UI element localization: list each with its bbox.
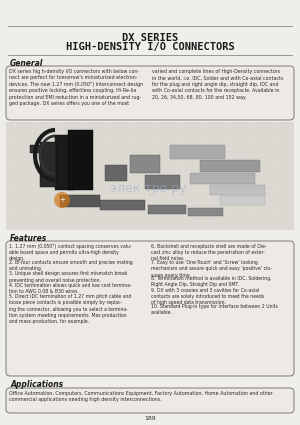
Text: HIGH-DENSITY I/O CONNECTORS: HIGH-DENSITY I/O CONNECTORS bbox=[66, 42, 234, 52]
Text: 5. Direct IDC termination of 1.27 mm pitch cable and
loose piece contacts is pos: 5. Direct IDC termination of 1.27 mm pit… bbox=[9, 294, 131, 324]
Text: Applications: Applications bbox=[10, 380, 63, 389]
Text: Features: Features bbox=[10, 234, 47, 243]
Text: General: General bbox=[10, 59, 43, 68]
Text: 3. Unique shell design assures first mismatch break
preventing and overall noise: 3. Unique shell design assures first mis… bbox=[9, 272, 128, 283]
Bar bbox=[188, 208, 223, 216]
Text: 7. Easy to use 'One-Touch' and 'Screw' looking
mechanism and assure quick and ea: 7. Easy to use 'One-Touch' and 'Screw' l… bbox=[151, 260, 272, 278]
Bar bbox=[30, 145, 42, 153]
Text: 189: 189 bbox=[144, 416, 156, 421]
Text: 1. 1.27 mm (0.050") contact spacing conserves valu-
able board space and permits: 1. 1.27 mm (0.050") contact spacing cons… bbox=[9, 244, 131, 261]
Bar bbox=[100, 200, 145, 210]
Text: 4. IDC termination allows quick and low cost termina-
tion to AWG 0.08 & B30 wir: 4. IDC termination allows quick and low … bbox=[9, 283, 132, 294]
Bar bbox=[170, 145, 225, 159]
Bar bbox=[130, 155, 160, 173]
FancyBboxPatch shape bbox=[6, 241, 294, 376]
Text: Office Automation, Computers, Communications Equipment, Factory Automation, Home: Office Automation, Computers, Communicat… bbox=[9, 391, 273, 402]
Bar bbox=[105, 165, 127, 181]
Text: varied and complete lines of High-Density connectors
in the world, i.e. IDC, Sol: varied and complete lines of High-Densit… bbox=[152, 69, 284, 99]
Bar bbox=[200, 160, 260, 172]
Circle shape bbox=[54, 192, 70, 208]
Text: DX series hig h-density I/O connectors with below con-
nect are perfect for tomo: DX series hig h-density I/O connectors w… bbox=[9, 69, 143, 106]
Bar bbox=[210, 185, 265, 195]
Bar bbox=[60, 195, 100, 207]
Text: 2. Bi-four contacts ensure smooth and precise mating
and unmating.: 2. Bi-four contacts ensure smooth and pr… bbox=[9, 260, 133, 271]
Bar bbox=[220, 196, 265, 205]
Text: DX SERIES: DX SERIES bbox=[122, 33, 178, 43]
Text: 9. DX with 3 coaxies and 3 cavities for Co-axial
contacts are solely introduced : 9. DX with 3 coaxies and 3 cavities for … bbox=[151, 288, 264, 305]
Text: 10. Standard Plug-in type for interface between 2 Units
available.: 10. Standard Plug-in type for interface … bbox=[151, 304, 278, 315]
Bar bbox=[6, 122, 294, 230]
Text: элек тро ру: элек тро ру bbox=[110, 181, 186, 195]
Bar bbox=[55, 135, 73, 190]
Text: +: + bbox=[59, 197, 65, 203]
Bar bbox=[148, 205, 186, 214]
Bar bbox=[40, 142, 56, 187]
Bar bbox=[145, 175, 180, 189]
Text: 6. Backshell and receptacle shell are made of Die-
cast zinc alloy to reduce the: 6. Backshell and receptacle shell are ma… bbox=[151, 244, 267, 261]
Text: 8. Termination method is available in IDC, Soldering,
Right Angle Dip, Straight : 8. Termination method is available in ID… bbox=[151, 276, 272, 287]
Bar bbox=[190, 173, 255, 184]
FancyBboxPatch shape bbox=[6, 66, 294, 120]
FancyBboxPatch shape bbox=[6, 388, 294, 413]
Bar bbox=[68, 130, 93, 190]
